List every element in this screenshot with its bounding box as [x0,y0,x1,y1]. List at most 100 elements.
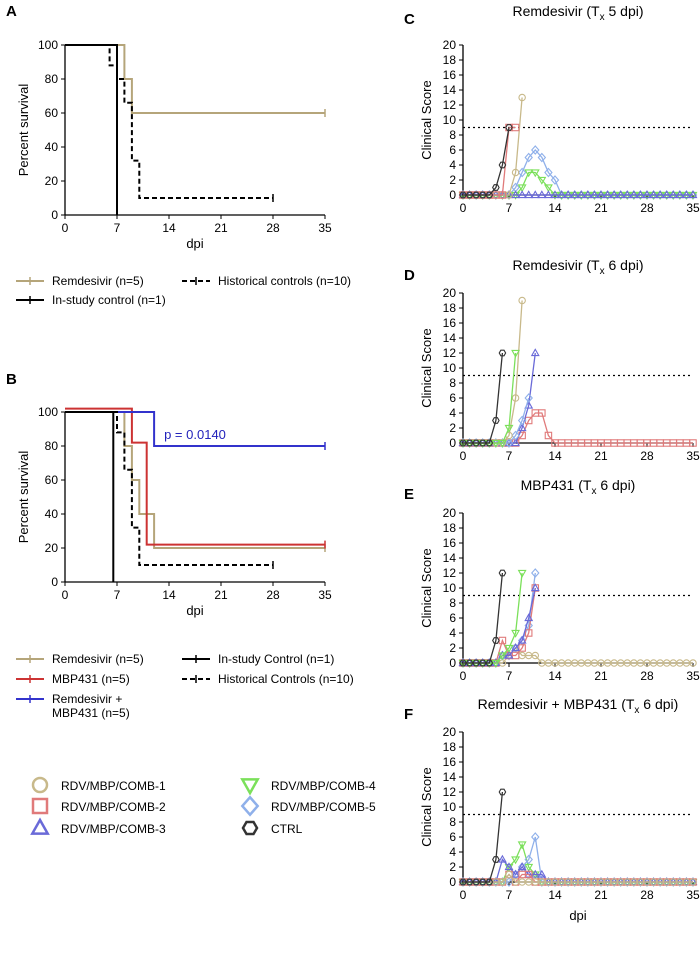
data-point [511,869,521,878]
data-point [497,652,507,661]
x-tick-label: 7 [506,888,513,902]
data-point [538,409,546,417]
data-point [524,863,534,872]
data-point [544,877,553,887]
survival-line [65,44,325,114]
survival-line [65,411,325,549]
data-point [537,176,547,185]
data-point [662,190,672,199]
y-tick-label: 20 [443,725,457,739]
data-point [491,659,501,668]
data-point [485,878,494,886]
data-point [517,423,527,432]
data-point [655,877,665,887]
data-point [689,878,697,886]
data-point [459,878,467,886]
y-tick-label: 16 [443,68,457,82]
y-tick-label: 0 [449,656,456,670]
data-point [590,877,599,887]
data-point [498,161,507,169]
data-point [478,439,487,447]
data-point [642,190,652,199]
chart-title: Remdesivir (Tx 6 dpi) [512,257,643,277]
survival-line [65,407,325,546]
x-tick-label: 7 [506,201,513,215]
data-point [459,659,467,667]
y-tick-label: 0 [449,436,456,450]
survival-line [65,411,115,582]
data-point [517,862,527,871]
data-point [662,877,671,887]
data-point [623,877,632,887]
x-tick-label: 0 [460,201,467,215]
data-point [576,190,586,199]
data-point [583,877,593,887]
data-point [472,439,480,447]
data-point [550,190,560,199]
circle-icon [31,776,49,794]
y-tick-label: 20 [45,174,59,188]
triangle-up-icon [30,817,50,835]
y-axis-label: Clinical Score [419,80,434,159]
x-tick-label: 35 [686,669,700,683]
series-line [463,572,504,664]
data-point [557,877,566,887]
x-tick-label: 21 [594,201,608,215]
data-point [609,877,619,887]
y-tick-label: 18 [443,521,457,535]
x-tick-label: 21 [214,221,228,235]
data-point [504,424,514,433]
series-line [463,352,504,444]
y-tick-label: 0 [51,208,58,222]
data-point [682,877,691,887]
data-point [655,190,665,199]
y-tick-label: 18 [443,740,457,754]
data-point [537,190,547,199]
data-point [524,629,533,637]
data-point [530,169,540,178]
x-tick-label: 7 [506,449,513,463]
data-point [478,191,487,199]
data-point [668,190,678,199]
data-point [537,877,547,887]
data-point [531,651,540,660]
data-point [544,431,553,440]
shape-legend-item: RDV/MBP/COMB-4 [240,778,376,796]
data-point [511,651,520,660]
shape-legend-item: CTRL [241,820,303,836]
y-tick-label: 20 [443,506,457,520]
y-tick-label: 4 [449,845,456,859]
y-tick-label: 14 [443,331,457,345]
y-tick-label: 20 [443,286,457,300]
panel-label: B [6,371,17,388]
x-axis-label: dpi [186,603,203,618]
y-tick-label: 60 [45,473,59,487]
y-tick-label: 12 [443,98,457,112]
data-point [550,175,560,185]
y-tick-label: 20 [45,541,59,555]
data-point [517,190,527,199]
data-point [636,877,645,887]
shape-legend-label: RDV/MBP/COMB-1 [61,779,166,793]
data-point [675,190,685,199]
data-point [504,650,514,659]
y-tick-label: 2 [449,860,456,874]
data-point [524,169,534,178]
survival-line [65,44,118,215]
chart-title: Remdesivir + MBP431 (Tx 6 dpi) [478,696,679,716]
data-point [491,439,501,448]
x-tick-label: 14 [548,888,562,902]
x-tick-label: 0 [62,221,69,235]
survival-line [65,44,273,199]
x-tick-label: 35 [686,888,700,902]
y-tick-label: 2 [449,173,456,187]
data-point [498,877,507,887]
data-point [518,93,526,102]
data-point [517,167,527,178]
y-tick-label: 6 [449,611,456,625]
data-point [583,190,593,199]
data-point [531,568,540,578]
data-point [465,439,474,447]
series-line [463,791,504,883]
